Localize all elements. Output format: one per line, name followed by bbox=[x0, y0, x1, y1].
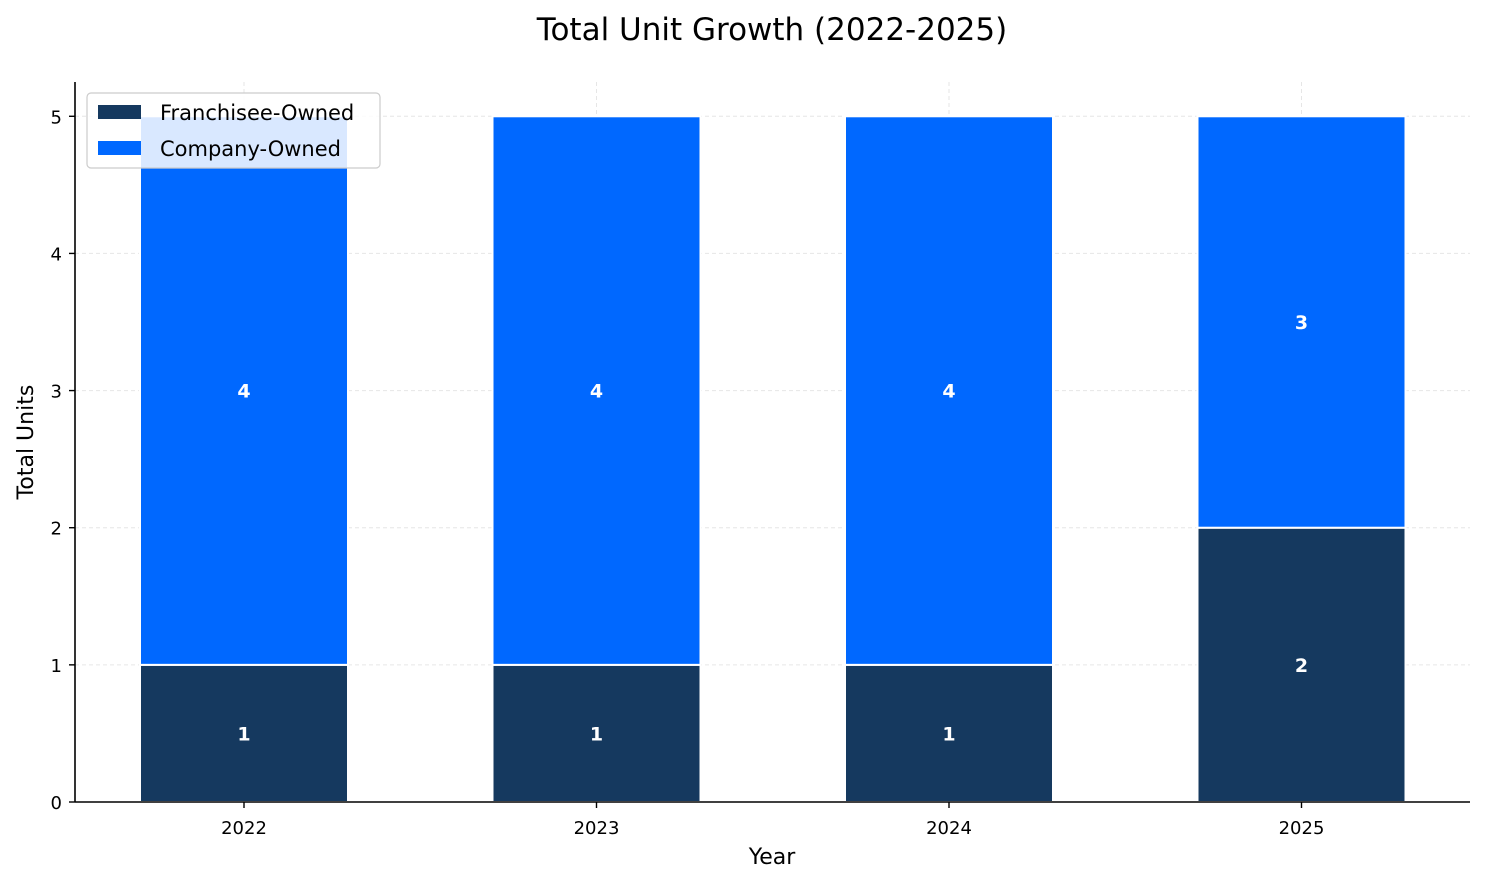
data-label-franchisee-owned-2022: 1 bbox=[237, 723, 250, 745]
data-label-company-owned-2023: 4 bbox=[590, 381, 603, 403]
data-label-company-owned-2025: 3 bbox=[1295, 312, 1308, 334]
bar-company-owned-2023 bbox=[491, 115, 702, 666]
x-axis-label: Year bbox=[748, 845, 797, 870]
data-labels: 1 1 1 2 4 4 4 3 bbox=[237, 312, 1308, 745]
data-label-franchisee-owned-2024: 1 bbox=[942, 723, 955, 745]
data-label-company-owned-2022: 4 bbox=[237, 381, 250, 403]
x-tick-label-2022: 2022 bbox=[221, 818, 267, 839]
axes bbox=[74, 82, 1470, 803]
bars bbox=[139, 115, 1407, 803]
legend: Franchisee-Owned Company-Owned bbox=[86, 92, 381, 169]
bar-company-owned-2022 bbox=[139, 115, 349, 666]
legend-swatch-franchisee-owned bbox=[98, 105, 141, 119]
data-label-franchisee-owned-2025: 2 bbox=[1295, 655, 1308, 677]
x-ticks: 2022 2023 2024 2025 bbox=[221, 802, 1324, 839]
y-axis-label: Total Units bbox=[14, 385, 39, 501]
y-tick-label-4: 4 bbox=[51, 244, 62, 265]
y-tick-label-1: 1 bbox=[51, 656, 62, 677]
x-tick-label-2024: 2024 bbox=[926, 818, 972, 839]
y-tick-label-5: 5 bbox=[51, 107, 62, 128]
data-label-company-owned-2024: 4 bbox=[942, 381, 955, 403]
bar-company-owned-2024 bbox=[844, 115, 1054, 666]
chart-title: Total Unit Growth (2022-2025) bbox=[536, 12, 1007, 48]
y-tick-label-0: 0 bbox=[51, 793, 62, 814]
y-tick-label-2: 2 bbox=[51, 519, 62, 540]
x-tick-label-2025: 2025 bbox=[1279, 818, 1325, 839]
x-tick-label-2023: 2023 bbox=[574, 818, 620, 839]
bar-company-owned-2025 bbox=[1196, 115, 1407, 529]
data-label-franchisee-owned-2023: 1 bbox=[590, 723, 603, 745]
y-tick-label-3: 3 bbox=[51, 382, 62, 403]
bar-franchisee-owned-2022 bbox=[139, 663, 349, 803]
legend-swatch-company-owned bbox=[98, 141, 141, 155]
legend-label-company-owned: Company-Owned bbox=[160, 137, 341, 161]
legend-box bbox=[86, 92, 381, 169]
legend-label-franchisee-owned: Franchisee-Owned bbox=[160, 101, 354, 125]
y-ticks: 0 1 2 3 4 5 bbox=[51, 107, 75, 814]
